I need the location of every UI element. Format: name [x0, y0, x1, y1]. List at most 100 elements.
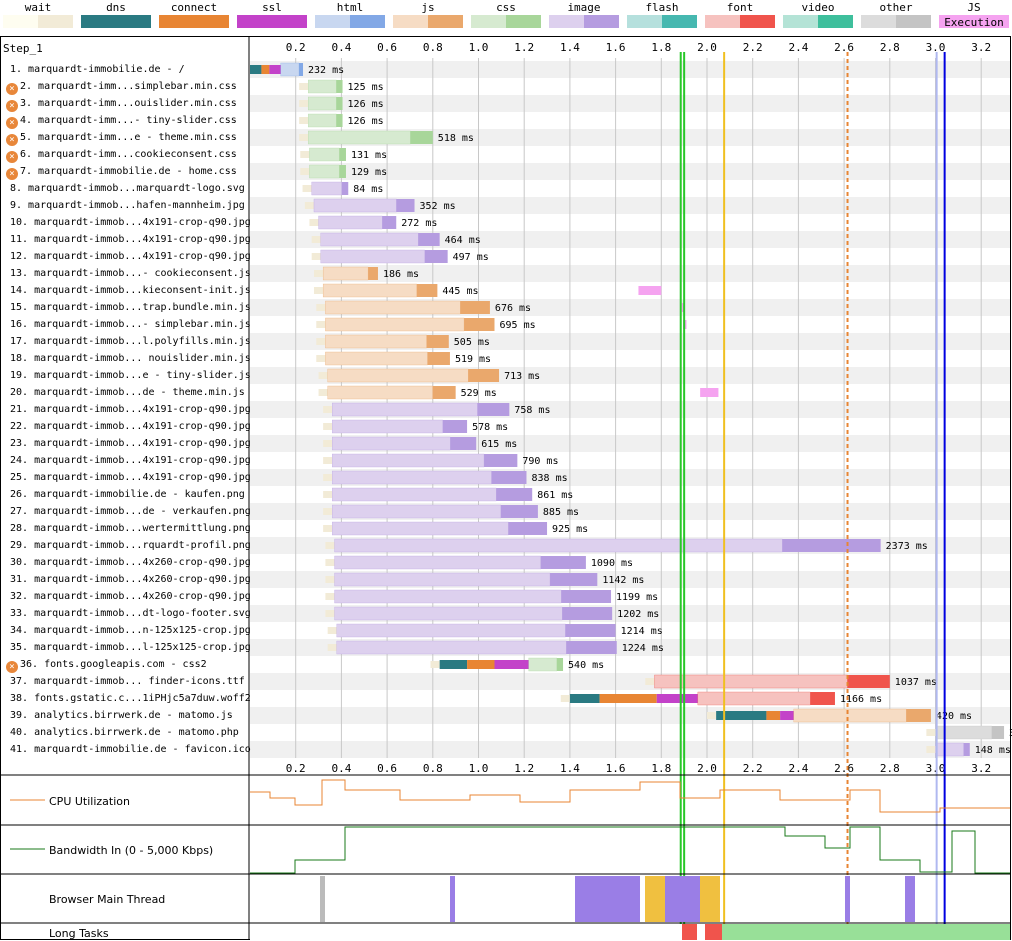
- legend-label: html: [336, 1, 364, 14]
- request-label[interactable]: × 6. marquardt-imm...cookieconsent.css: [6, 146, 237, 163]
- bar-request: [322, 283, 417, 298]
- request-label-text: 1. marquardt-immobilie.de - /: [10, 64, 185, 75]
- request-label[interactable]: 24. marquardt-immob...4x191-crop-q90.jpg: [10, 452, 251, 469]
- request-label[interactable]: × 5. marquardt-imm...e - theme.min.css: [6, 129, 237, 146]
- request-label[interactable]: 9. marquardt-immob...hafen-mannheim.jpg: [10, 197, 245, 214]
- request-label[interactable]: 8. marquardt-immob...marquardt-logo.svg: [10, 180, 245, 197]
- idle-block: [722, 924, 1010, 940]
- request-label[interactable]: × 3. marquardt-imm...ouislider.min.css: [6, 95, 237, 112]
- request-label[interactable]: × 2. marquardt-imm...simplebar.min.css: [6, 78, 237, 95]
- request-label[interactable]: 23. marquardt-immob...4x191-crop-q90.jpg: [10, 435, 251, 452]
- request-label[interactable]: × 7. marquardt-immobilie.de - home.css: [6, 163, 237, 180]
- bar-dns: [250, 65, 262, 74]
- bar-wait: [299, 100, 309, 107]
- request-label[interactable]: 18. marquardt-immob... nouislider.min.js: [10, 350, 251, 367]
- request-label[interactable]: 29. marquardt-immob...rquardt-profil.png: [10, 537, 251, 554]
- duration-label: 129 ms: [351, 167, 387, 178]
- tick-label-bottom: 2.8: [880, 762, 900, 775]
- bar-dns: [569, 694, 600, 703]
- request-label-text: 3. marquardt-imm...ouislider.min.css: [20, 98, 237, 109]
- js-exec-mark: [681, 303, 685, 312]
- bar-request: [322, 266, 369, 281]
- main-thread-activity: [575, 876, 640, 922]
- legend-item: image: [548, 0, 620, 28]
- bar-download: [396, 199, 415, 212]
- request-label[interactable]: 17. marquardt-immob...l.polyfills.min.js: [10, 333, 251, 350]
- request-label[interactable]: 37. marquardt-immob... finder-icons.ttf: [10, 673, 245, 690]
- bar-download: [468, 369, 500, 382]
- bar-connect: [261, 65, 270, 74]
- request-label[interactable]: 25. marquardt-immob...4x191-crop-q90.jpg: [10, 469, 251, 486]
- request-label-text: 35. marquardt-immob...l-125x125-crop.jpg: [10, 642, 251, 653]
- bar-download: [963, 743, 970, 756]
- bar-ssl: [656, 694, 698, 703]
- tick-label-top: 3.2: [971, 41, 991, 54]
- duration-label: 505 ms: [454, 337, 490, 348]
- request-label[interactable]: 1. marquardt-immobilie.de - /: [10, 61, 185, 78]
- main-thread-activity: [905, 876, 915, 922]
- bar-download: [299, 63, 304, 76]
- request-label[interactable]: 32. marquardt-immob...4x260-crop-q90.jpg: [10, 588, 251, 605]
- request-label[interactable]: × 4. marquardt-imm...- tiny-slider.css: [6, 112, 237, 129]
- request-label-text: 29. marquardt-immob...rquardt-profil.png: [10, 540, 251, 551]
- bar-wait: [316, 338, 326, 345]
- bar-wait: [926, 746, 936, 753]
- legend-label: flash: [645, 1, 679, 14]
- request-label[interactable]: 14. marquardt-immob...kieconsent-init.js: [10, 282, 251, 299]
- request-label[interactable]: 35. marquardt-immob...l-125x125-crop.jpg: [10, 639, 251, 656]
- request-label[interactable]: 20. marquardt-immob...de - theme.min.js: [10, 384, 245, 401]
- request-label[interactable]: 26. marquardt-immobilie.de - kaufen.png: [10, 486, 245, 503]
- request-label-text: 36. fonts.googleapis.com - css2: [20, 659, 207, 670]
- tick-label-top: 0.4: [331, 41, 351, 54]
- request-label[interactable]: 40. analytics.birrwerk.de - matomo.php: [10, 724, 239, 741]
- tick-label-bottom: 3.0: [926, 762, 946, 775]
- bar-download: [500, 505, 538, 518]
- tick-label-top: 1.0: [469, 41, 489, 54]
- request-label[interactable]: 41. marquardt-immobilie.de - favicon.ico: [10, 741, 251, 758]
- request-label[interactable]: 19. marquardt-immob...e - tiny-slider.js: [10, 367, 251, 384]
- bar-request: [280, 62, 300, 77]
- request-label[interactable]: 10. marquardt-immob...4x191-crop-q90.jpg: [10, 214, 251, 231]
- bar-request: [332, 419, 443, 434]
- tick-label-bottom: 2.6: [834, 762, 854, 775]
- request-label[interactable]: 13. marquardt-immob...- cookieconsent.js: [10, 265, 251, 282]
- bar-request: [334, 538, 783, 553]
- request-label[interactable]: 28. marquardt-immob...wertermittlung.png: [10, 520, 251, 537]
- bar-wait: [300, 151, 310, 158]
- bar-download: [565, 624, 616, 637]
- request-label[interactable]: 22. marquardt-immob...4x191-crop-q90.jpg: [10, 418, 251, 435]
- legend-swatch: [705, 15, 775, 28]
- request-label[interactable]: 31. marquardt-immob...4x260-crop-q90.jpg: [10, 571, 251, 588]
- request-label[interactable]: × 36. fonts.googleapis.com - css2: [6, 656, 207, 673]
- request-label[interactable]: 15. marquardt-immob...trap.bundle.min.js: [10, 299, 251, 316]
- legend-item: html: [314, 0, 386, 28]
- request-label[interactable]: 16. marquardt-immob...- simplebar.min.js: [10, 316, 251, 333]
- bar-wait: [309, 219, 319, 226]
- request-label-text: 17. marquardt-immob...l.polyfills.min.js: [10, 336, 251, 347]
- bar-request: [325, 300, 461, 315]
- request-label[interactable]: 38. fonts.gstatic.c...1iPHjc5a7duw.woff2: [10, 690, 251, 707]
- bar-request: [327, 368, 469, 383]
- bar-wait: [316, 355, 326, 362]
- main-thread-label: Browser Main Thread: [49, 893, 166, 906]
- legend-label: connect: [170, 1, 218, 14]
- bar-request: [332, 436, 451, 451]
- request-label[interactable]: 11. marquardt-immob...4x191-crop-q90.jpg: [10, 231, 251, 248]
- request-label[interactable]: 21. marquardt-immob...4x191-crop-q90.jpg: [10, 401, 251, 418]
- bar-dns: [439, 660, 468, 669]
- duration-label: 1037 ms: [895, 677, 937, 688]
- request-label[interactable]: 33. marquardt-immob...dt-logo-footer.svg: [10, 605, 251, 622]
- bar-download: [450, 437, 477, 450]
- request-label[interactable]: 27. marquardt-immob...de - verkaufen.png: [10, 503, 251, 520]
- bar-wait: [560, 695, 570, 702]
- legend-item: flash: [626, 0, 698, 28]
- request-label[interactable]: 30. marquardt-immob...4x260-crop-q90.jpg: [10, 554, 251, 571]
- request-label[interactable]: 34. marquardt-immob...n-125x125-crop.jpg: [10, 622, 251, 639]
- request-label[interactable]: 39. analytics.birrwerk.de - matomo.js: [10, 707, 233, 724]
- request-label[interactable]: 12. marquardt-immob...4x191-crop-q90.jpg: [10, 248, 251, 265]
- bar-wait: [318, 389, 328, 396]
- legend-swatch: [783, 15, 853, 28]
- bar-wait: [313, 270, 324, 277]
- legend-swatch: [81, 15, 151, 28]
- duration-label: 420 ms: [936, 711, 972, 722]
